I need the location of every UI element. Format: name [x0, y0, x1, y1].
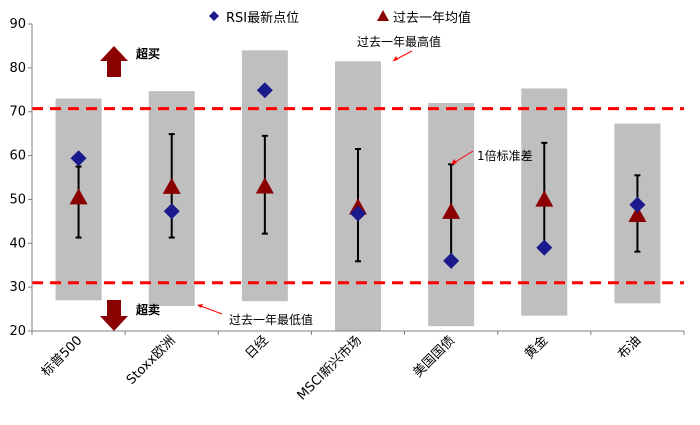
legend-rsi-marker	[209, 11, 219, 21]
high-label: 过去一年最高值	[357, 34, 441, 49]
annotations: 超买 超卖 过去一年最高值 过去一年最低值 1倍标准差	[100, 34, 533, 331]
high-pointer-head	[393, 56, 398, 61]
rsi-marker-1	[163, 203, 180, 220]
y-tick-label: 90	[9, 17, 26, 32]
mean-marker-2	[255, 177, 274, 194]
rsi-marker-3	[350, 205, 366, 222]
x-tick-label: MSCI新兴市场	[294, 333, 365, 404]
rsi-marker-5	[536, 239, 553, 256]
low-pointer	[197, 304, 223, 315]
y-tick-label: 80	[9, 61, 26, 76]
low-label: 过去一年最低值	[229, 312, 313, 327]
oversold-arrow	[100, 300, 128, 331]
overbought-label: 超买	[135, 46, 160, 61]
mean-marker-1	[162, 177, 181, 194]
legend-mean-label: 过去一年均值	[393, 10, 471, 26]
sd-label: 1倍标准差	[477, 148, 533, 163]
oversold-label: 超卖	[135, 302, 160, 317]
y-tick-labels: 20 30 40 50 60 70 80 90	[9, 17, 26, 339]
x-tick-label: 黄金	[521, 333, 551, 363]
rsi-marker-4	[443, 252, 460, 269]
threshold-lines	[32, 107, 684, 285]
rsi-marker-2	[256, 82, 273, 99]
rsi-markers	[70, 82, 646, 269]
axes	[28, 23, 685, 335]
y-tick-label: 50	[9, 192, 26, 207]
legend-rsi-label: RSI最新点位	[226, 10, 299, 26]
legend-mean-marker	[377, 10, 389, 21]
legend: RSI最新点位 过去一年均值	[209, 10, 471, 26]
sd-pointer-head	[451, 159, 457, 165]
y-tick-label: 70	[9, 105, 26, 120]
overbought-arrow	[100, 46, 128, 77]
y-tick-label: 30	[9, 280, 26, 295]
y-tick-label: 40	[9, 236, 26, 251]
y-tick-label: 20	[9, 324, 26, 339]
low-pointer-head	[197, 304, 203, 308]
mean-marker-6	[628, 205, 647, 222]
mean-marker-0	[69, 188, 88, 205]
rsi-marker-6	[629, 196, 646, 213]
x-tick-label: Stoxx欧洲	[124, 333, 179, 388]
x-tick-label: 美国国债	[411, 333, 458, 380]
mean-marker-4	[442, 202, 461, 219]
mean-marker-5	[535, 190, 554, 207]
y-tick-label: 60	[9, 149, 26, 164]
x-tick-labels: 标普500 Stoxx欧洲 日经 MSCI新兴市场 美国国债 黄金 布油	[39, 333, 644, 404]
rsi-marker-0	[70, 150, 87, 167]
x-tick-label: 标普500	[39, 333, 86, 380]
x-tick-label: 日经	[243, 333, 272, 362]
x-tick-label: 布油	[615, 333, 644, 362]
